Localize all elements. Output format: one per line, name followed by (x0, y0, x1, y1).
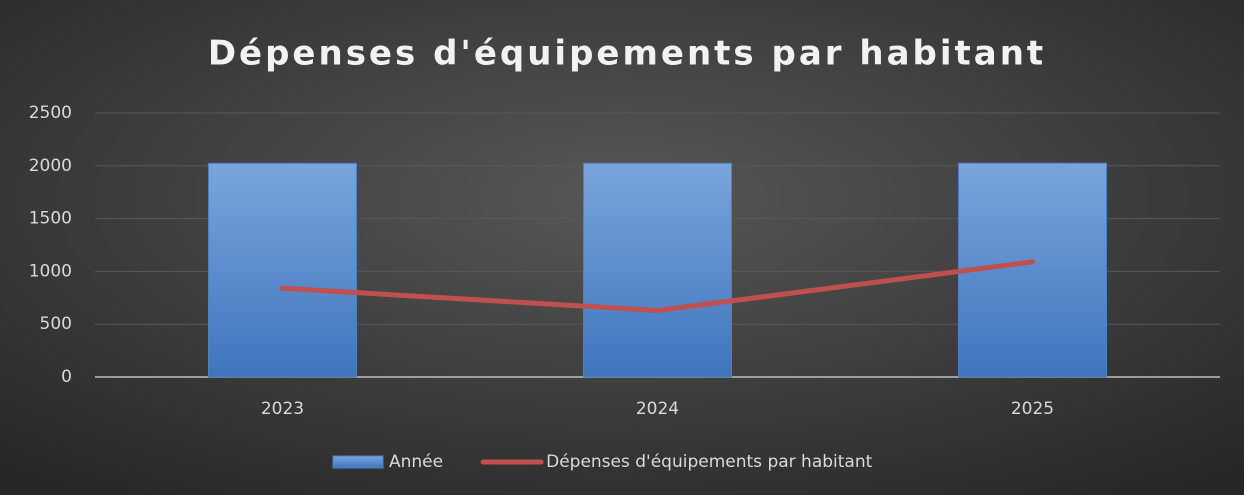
x-tick-label: 2025 (1011, 399, 1054, 419)
x-tick-label: 2024 (636, 399, 679, 419)
y-tick-label: 2500 (29, 103, 72, 123)
legend-label: Année (389, 452, 443, 472)
bar (208, 162, 357, 378)
bar (583, 162, 732, 378)
y-tick-label: 1500 (29, 209, 72, 229)
y-tick-label: 500 (40, 314, 72, 334)
legend-swatch (332, 455, 384, 469)
y-tick-label: 0 (61, 367, 72, 387)
legend-label: Dépenses d'équipements par habitant (546, 452, 872, 472)
y-tick-label: 1000 (29, 261, 72, 281)
line (280, 259, 1035, 313)
x-tick-label: 2023 (261, 399, 304, 419)
bar (958, 162, 1107, 378)
chart-title: Dépenses d'équipements par habitant (208, 34, 1046, 74)
y-tick-label: 2000 (29, 156, 72, 176)
